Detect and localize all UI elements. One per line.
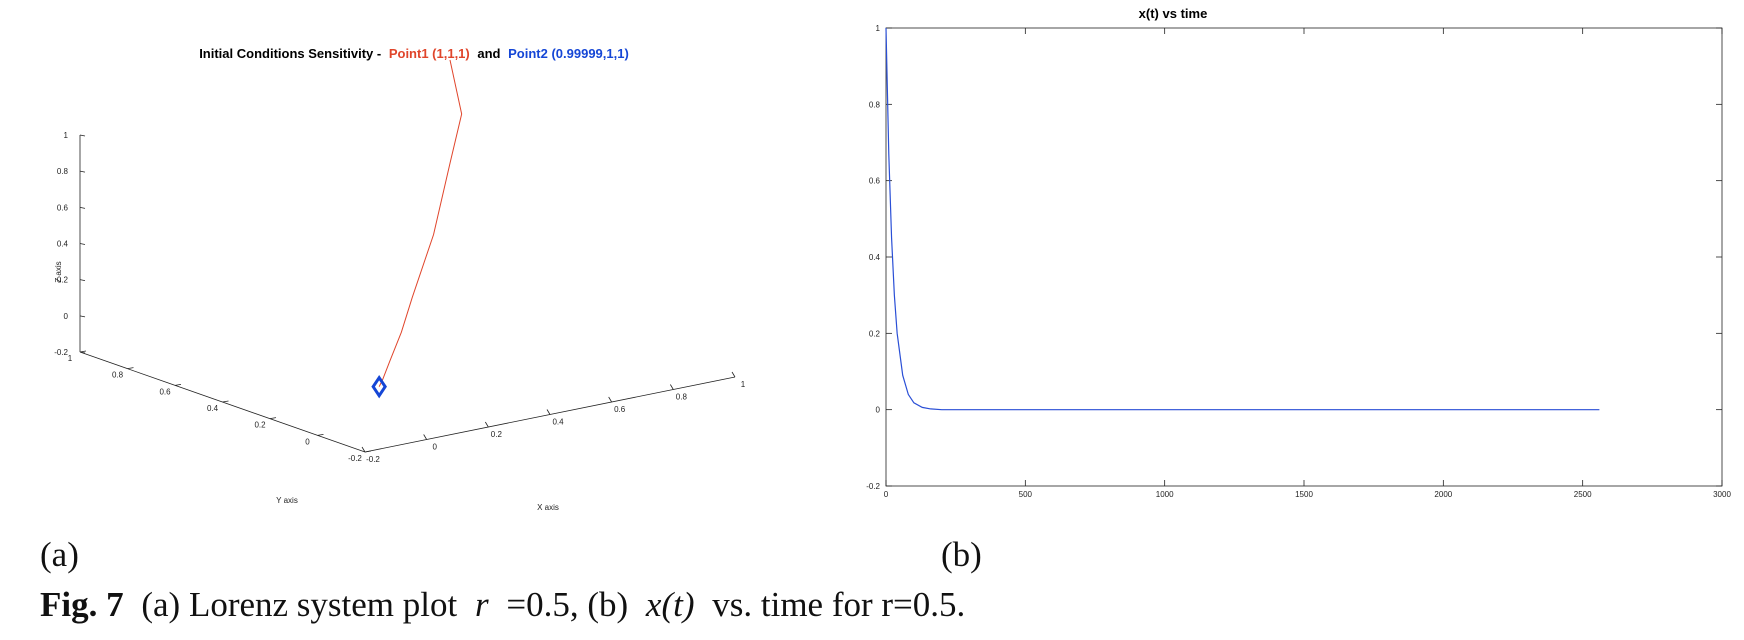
z-tick-label: -0.2 [54, 348, 68, 357]
x-tick [608, 396, 613, 403]
caption-text: x(t) [645, 585, 695, 624]
caption-label: Fig. 7 [40, 585, 124, 624]
y-tick [174, 383, 182, 386]
x-tick-label: 0.8 [676, 393, 688, 402]
z-tick [79, 351, 86, 354]
title-series: Point1 (1,1,1) [389, 46, 470, 61]
x-tick-label: 2500 [1574, 490, 1592, 499]
y-tick-label: 0.4 [869, 253, 881, 262]
z-tick-label: 0.6 [57, 203, 69, 212]
x-tick-label: 1500 [1295, 490, 1313, 499]
y-tick-label: 0.2 [254, 421, 266, 430]
y-tick-label: 0.2 [869, 329, 881, 338]
z-tick-label: 0.2 [57, 276, 69, 285]
x-tick [361, 446, 366, 453]
caption-text: (a) Lorenz system plot [141, 585, 457, 624]
x-axis-label: X axis [537, 503, 559, 512]
line [885, 27, 1600, 411]
z-tick-label: 1 [64, 131, 69, 140]
z-tick [79, 206, 86, 209]
y-tick-label: 1 [876, 24, 881, 33]
z-tick [79, 170, 86, 173]
panel-label: (b) [941, 535, 982, 574]
x-tick-label: 1000 [1156, 490, 1174, 499]
z-tick-label: 0.8 [57, 167, 69, 176]
x-tick-label: 3000 [1713, 490, 1731, 499]
y-tick [364, 450, 372, 453]
y-tick [269, 417, 277, 420]
chart-title: Initial Conditions Sensitivity - Point1 … [199, 46, 629, 61]
x-tick-label: 0 [884, 490, 889, 499]
x-tick [546, 409, 551, 415]
caption-text: =0.5, (b) [506, 585, 628, 624]
y-tick-label: -0.2 [348, 454, 362, 463]
y-tick-label: 0.6 [159, 387, 171, 396]
z-tick [79, 134, 86, 137]
y-tick-label: 0.8 [869, 100, 881, 109]
plot-frame [885, 27, 1723, 487]
y-tick-label: 0.4 [207, 404, 219, 413]
chart-title: x(t) vs time [1139, 6, 1208, 21]
z-tick [79, 315, 86, 318]
trajectory [378, 59, 463, 387]
y-axis-label: Y axis [276, 496, 298, 505]
y-tick [127, 367, 134, 370]
z-tick [79, 243, 86, 245]
y-tick-label: 0.6 [869, 177, 881, 186]
y-tick-label: 1 [68, 354, 73, 363]
x-tick [484, 421, 489, 428]
title-prefix: Initial Conditions Sensitivity - [199, 46, 381, 61]
title-series: Point2 (0.99999,1,1) [508, 46, 629, 61]
x-tick [731, 371, 736, 378]
title-joiner: and [477, 46, 500, 61]
caption-text: vs. time for r=0.5. [712, 585, 965, 624]
x-tick-label: 0 [432, 443, 437, 452]
x-tick-label: 2000 [1434, 490, 1452, 499]
x-tick [423, 434, 428, 440]
marker [371, 374, 387, 399]
caption-text: r [475, 585, 489, 624]
y-tick [317, 433, 324, 436]
z-axis-label: Z axis [54, 261, 63, 282]
z-tick [79, 279, 86, 282]
caption: Fig. 7 (a) Lorenz system plot r =0.5, (b… [40, 585, 965, 624]
y-tick-label: 0.8 [112, 371, 124, 380]
y-tick-label: 0 [305, 437, 310, 446]
x-tick-label: 0.2 [491, 430, 503, 439]
z-tick-label: 0.4 [57, 240, 69, 249]
x-tick-label: 1 [741, 380, 746, 389]
x-tick-label: -0.2 [366, 455, 380, 464]
z-tick-label: 0 [64, 312, 69, 321]
x-tick-label: 0.4 [552, 418, 564, 427]
y-tick [222, 400, 229, 403]
x-tick-label: 500 [1019, 490, 1033, 499]
x-tick [669, 384, 674, 390]
panel-label: (a) [40, 535, 79, 574]
y-tick-label: -0.2 [866, 482, 880, 491]
x-tick-label: 0.6 [614, 405, 626, 414]
y-tick-label: 0 [876, 406, 881, 415]
